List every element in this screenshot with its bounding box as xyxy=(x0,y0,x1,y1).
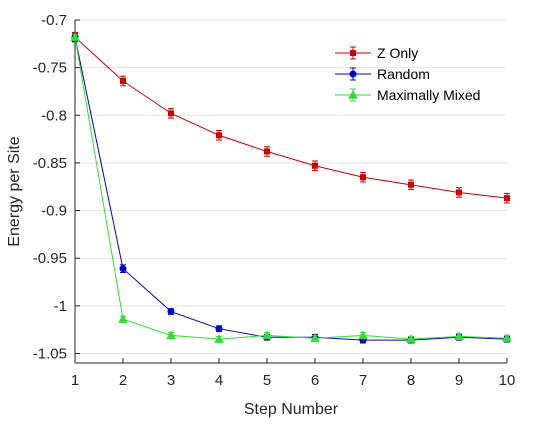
y-axis-label: Energy per Site xyxy=(6,136,23,246)
data-point xyxy=(70,32,80,41)
data-point xyxy=(312,162,318,169)
legend-label: Z Only xyxy=(377,45,418,61)
data-point xyxy=(215,325,223,333)
data-point xyxy=(167,308,175,316)
series-group xyxy=(70,31,512,344)
series-z-only xyxy=(72,31,510,204)
data-point xyxy=(214,334,224,343)
legend-label: Maximally Mixed xyxy=(377,87,480,103)
legend-item: Random xyxy=(335,66,430,82)
data-point xyxy=(408,181,414,188)
y-tick-label: -0.85 xyxy=(33,155,67,172)
y-tick-label: -0.75 xyxy=(33,60,67,77)
y-tick-label: -1.05 xyxy=(33,345,67,362)
data-point xyxy=(168,110,174,117)
series-line xyxy=(74,37,508,341)
series-maximally-mixed xyxy=(70,32,512,343)
y-tick-label: -1 xyxy=(54,298,67,315)
x-tick-label: 3 xyxy=(167,372,175,389)
x-tick-label: 6 xyxy=(311,372,319,389)
data-point xyxy=(360,174,366,181)
x-tick-label: 8 xyxy=(407,372,415,389)
data-point xyxy=(166,330,176,340)
x-tick-label: 9 xyxy=(455,372,463,389)
legend-marker xyxy=(349,70,357,78)
x-tick-label: 2 xyxy=(119,372,127,389)
axes: -0.7 -0.75 -0.8 -0.85 -0.9 -0.95 -1 -1.051 2 3 4 5 6… xyxy=(33,12,516,389)
legend-marker xyxy=(348,89,358,99)
data-point xyxy=(118,314,128,323)
x-tick-label: 10 xyxy=(499,372,516,389)
y-tick-label: -0.8 xyxy=(41,107,67,124)
legend-item: Z Only xyxy=(335,45,418,61)
series-line xyxy=(74,37,508,340)
data-point xyxy=(119,265,127,273)
data-point xyxy=(216,132,222,139)
y-tick-label: -0.7 xyxy=(41,12,67,29)
x-tick-label: 4 xyxy=(215,372,223,389)
legend: Z Only Random Maximally Mixed xyxy=(335,45,480,103)
data-point xyxy=(504,195,510,202)
data-point xyxy=(456,189,462,196)
series-random xyxy=(71,32,511,344)
y-tick-label: -0.9 xyxy=(41,203,67,220)
data-point xyxy=(454,331,464,341)
data-point xyxy=(264,148,270,155)
x-tick-label: 1 xyxy=(71,372,79,389)
x-tick-label: 5 xyxy=(263,372,271,389)
data-point xyxy=(310,333,320,342)
legend-marker xyxy=(350,50,356,56)
data-point xyxy=(406,334,416,343)
data-point xyxy=(502,333,512,342)
x-axis-label: Step Number xyxy=(244,401,339,418)
data-point xyxy=(120,77,126,84)
legend-label: Random xyxy=(377,66,430,82)
data-point xyxy=(262,330,272,340)
series-line xyxy=(74,36,508,199)
grid-lines xyxy=(75,19,507,354)
legend-item: Maximally Mixed xyxy=(335,87,480,103)
data-point xyxy=(358,330,368,340)
x-tick-label: 7 xyxy=(359,372,367,389)
y-tick-label: -0.95 xyxy=(33,250,67,267)
